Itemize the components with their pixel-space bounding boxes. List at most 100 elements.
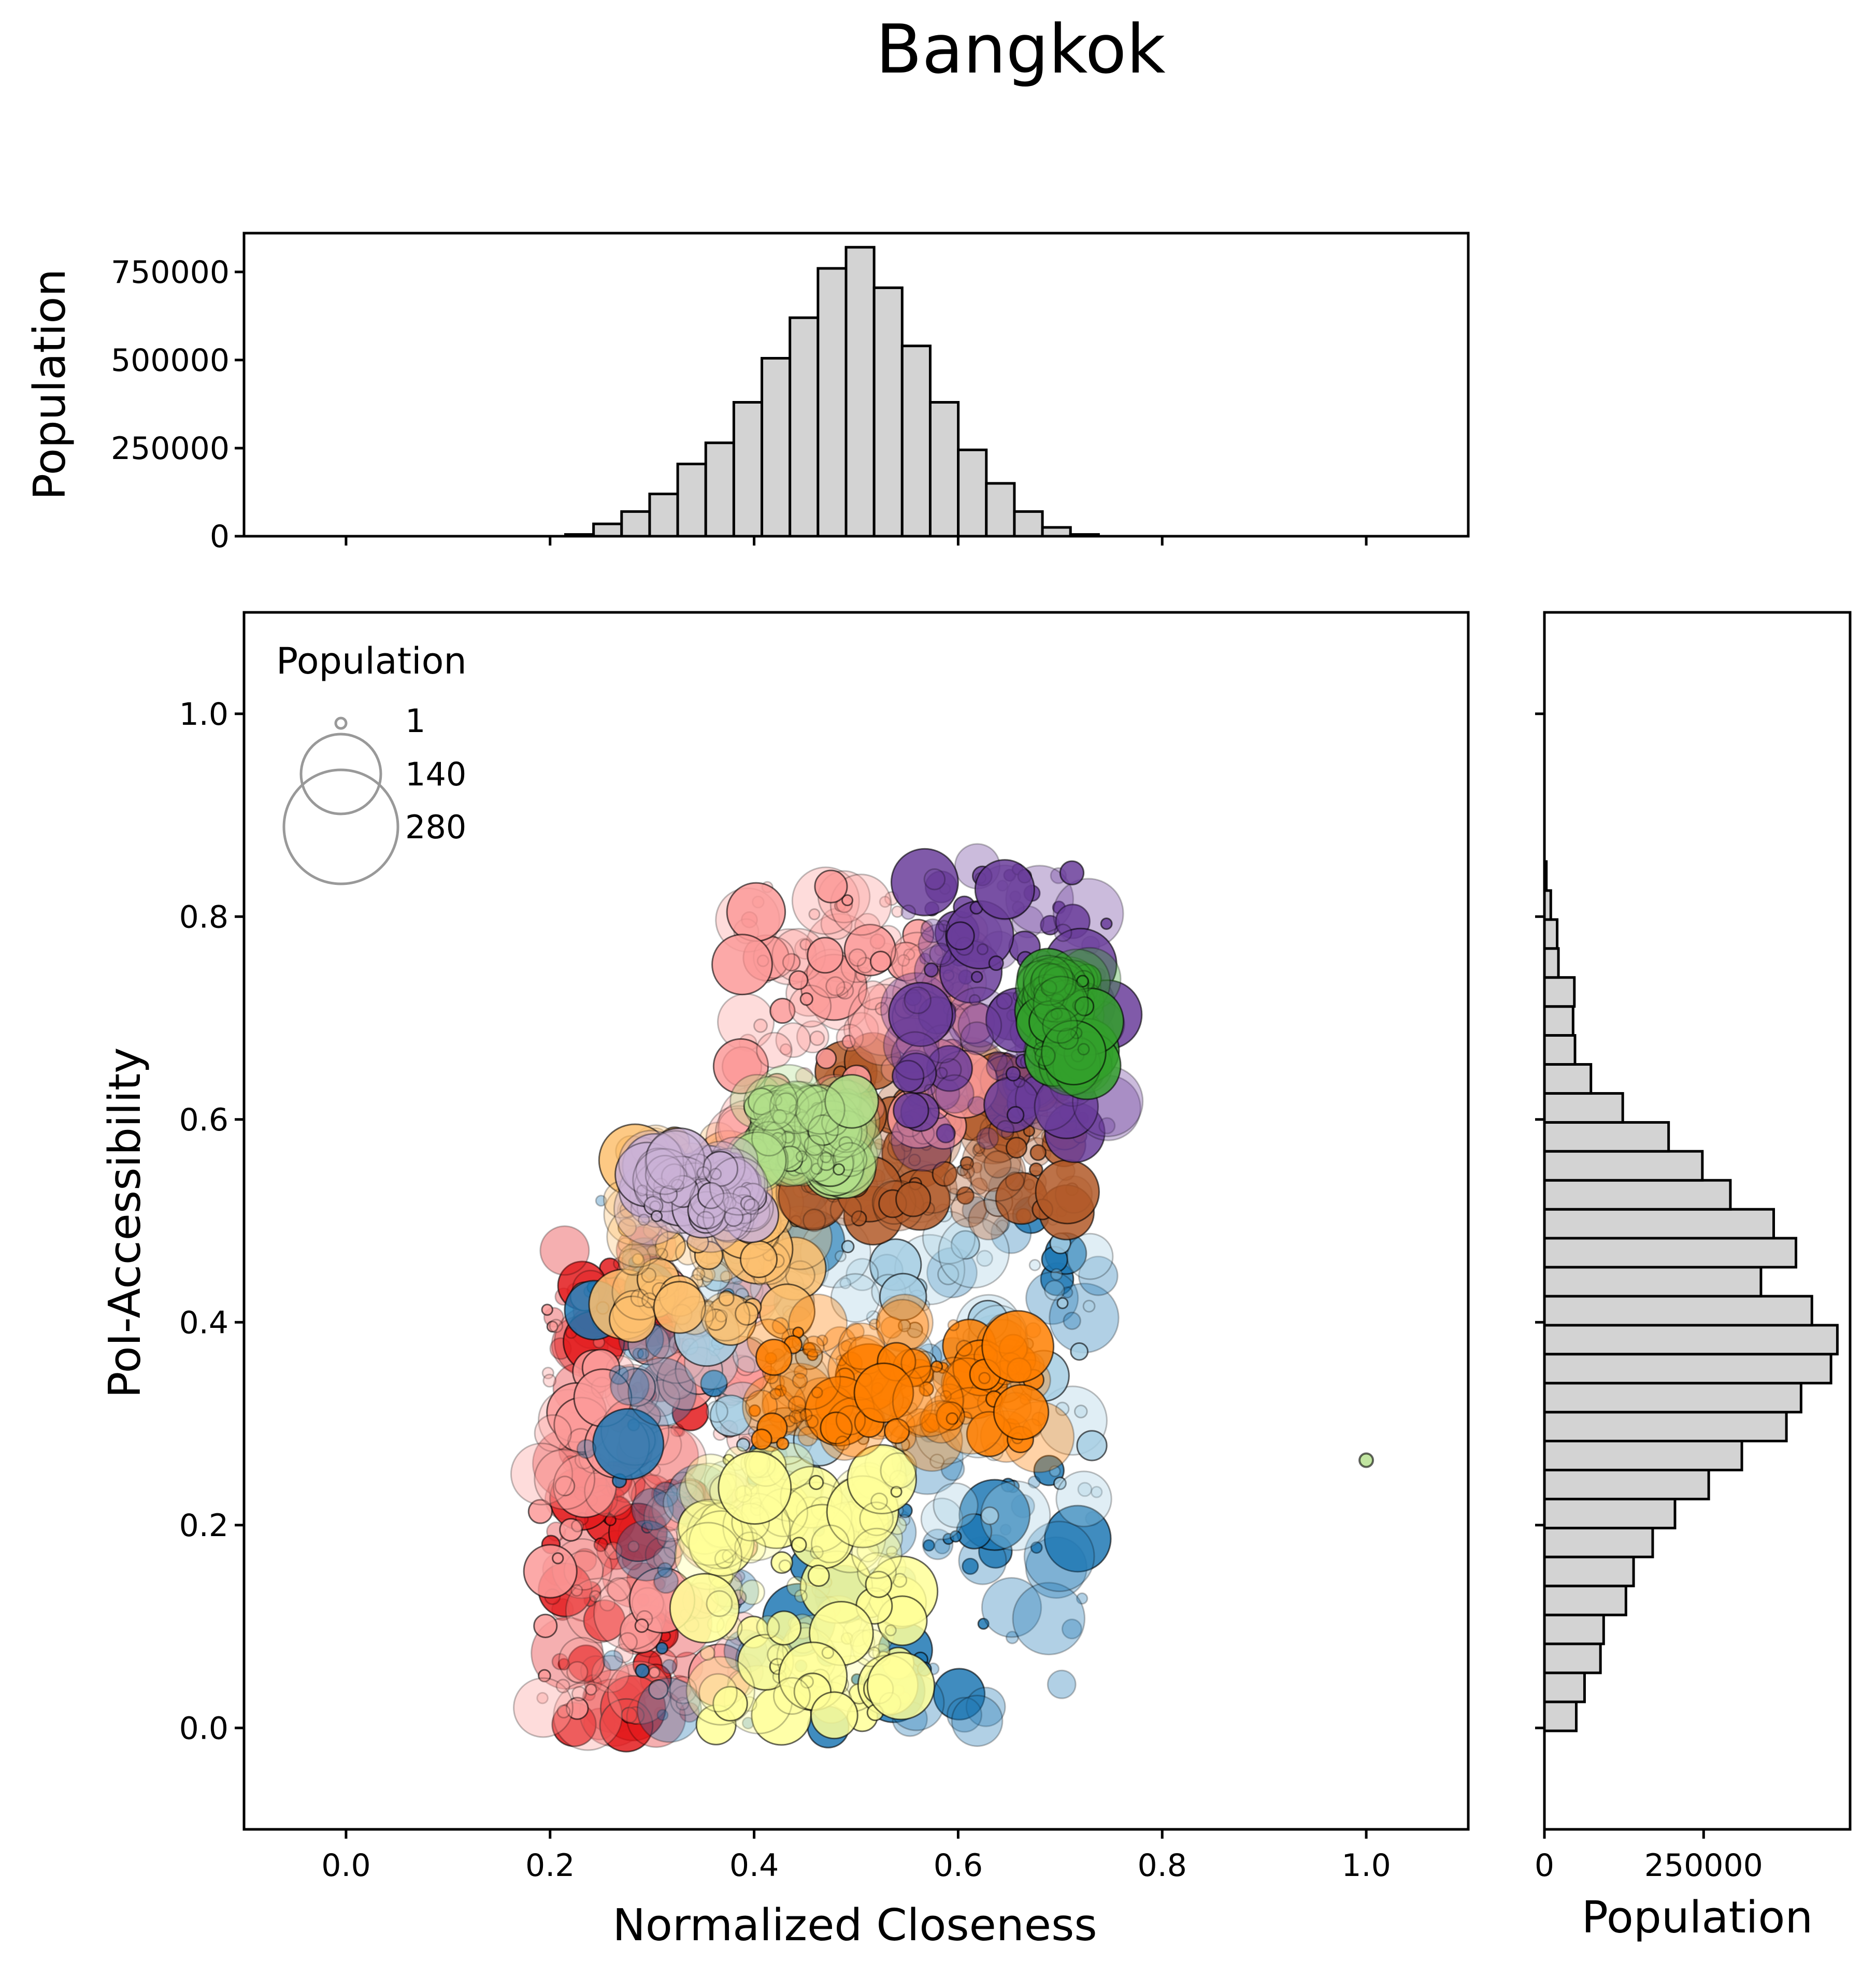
scatter-point [981, 1310, 1055, 1383]
scatter-point [609, 1365, 629, 1385]
top-histogram-bar [676, 463, 707, 538]
scatter-point [769, 997, 796, 1024]
scatter-point [510, 1442, 574, 1506]
scatter-point [859, 1501, 894, 1537]
scatter-point [796, 1020, 829, 1054]
scatter-point [692, 1267, 706, 1281]
scatter-point [978, 1371, 991, 1384]
scatter-point [816, 1334, 828, 1346]
scatter-point [541, 1303, 553, 1316]
scatter-point [1050, 1268, 1063, 1281]
scatter-point [799, 1408, 813, 1422]
right-histogram-bar [1543, 1642, 1602, 1674]
scatter-point [655, 1230, 686, 1262]
legend-label-140: 140 [405, 755, 466, 793]
scatter-point [839, 1277, 852, 1290]
scatter-point [782, 953, 801, 972]
scatter-point [968, 994, 981, 1006]
scatter-point [715, 1381, 770, 1436]
scatter-point [648, 1679, 669, 1700]
top-histogram-bar [564, 533, 595, 538]
scatter-point [551, 1653, 569, 1670]
scatter-point [698, 1673, 738, 1713]
scatter-point [684, 1153, 712, 1181]
scatter-y-label: PoI-Accessibility [99, 1047, 151, 1398]
scatter-y-tick-label: 1.0 [179, 696, 228, 733]
scatter-point [536, 1692, 549, 1704]
scatter-point [805, 1414, 819, 1429]
top-histogram-bar [789, 316, 820, 538]
scatter-point [553, 1681, 623, 1751]
scatter-point [875, 1001, 889, 1016]
scatter-point [968, 1143, 1026, 1202]
right-histogram-bar [1543, 1150, 1704, 1182]
scatter-point [1012, 1582, 1086, 1656]
scatter-point [919, 952, 932, 965]
scatter-point [1047, 1669, 1077, 1699]
scatter-points [510, 843, 1374, 1753]
scatter-point [1054, 923, 1072, 942]
top-histogram-bar [761, 356, 792, 538]
scatter-point [618, 1248, 645, 1276]
scatter-point [932, 1161, 958, 1187]
right-histogram-bar [1543, 1353, 1832, 1385]
size-legend: Population 1 140 280 [276, 640, 467, 885]
scatter-point [1070, 1342, 1089, 1361]
scatter-point [983, 1150, 1012, 1179]
right-histogram-bar [1543, 1005, 1574, 1037]
right-histogram-bar [1543, 1584, 1627, 1616]
scatter-point [709, 1156, 769, 1216]
scatter-point [743, 1198, 760, 1215]
right-histogram-bar [1543, 1179, 1732, 1211]
scatter-point [937, 1263, 960, 1285]
scatter-point [631, 1487, 675, 1531]
scatter-point [557, 1658, 570, 1671]
scatter-point [739, 1240, 778, 1279]
scatter-point [1056, 1027, 1079, 1050]
scatter-point [1076, 1430, 1108, 1462]
scatter-point [1070, 1026, 1083, 1039]
scatter-point [617, 1217, 637, 1237]
scatter-x-label: Normalized Closeness [612, 1900, 1097, 1951]
legend-label-1: 1 [405, 702, 425, 740]
scatter-point [996, 1120, 1015, 1139]
scatter-point [817, 1152, 836, 1171]
top-histogram-y-ticks: 0 250000 500000 750000 [111, 254, 244, 555]
scatter-point [1041, 1020, 1107, 1086]
scatter-point [720, 1270, 733, 1283]
scatter-point [806, 1349, 819, 1362]
scatter-point [679, 1701, 700, 1723]
right-histogram-bar [1543, 1555, 1635, 1587]
scatter-point [940, 1456, 965, 1481]
scatter-point [1063, 1311, 1081, 1330]
top-histogram-bar [928, 401, 960, 538]
scatter-point [960, 1164, 976, 1180]
scatter-point [835, 1354, 848, 1367]
scatter-point [1056, 1297, 1069, 1309]
scatter-point [792, 1372, 808, 1389]
scatter-point [726, 882, 786, 942]
scatter-point [838, 1136, 853, 1151]
right-histogram-bar [1543, 1266, 1763, 1298]
scatter-point [960, 1156, 975, 1171]
scatter-point [645, 1154, 685, 1195]
scatter-point [772, 1677, 811, 1715]
scatter-point [735, 1355, 756, 1377]
scatter-point [656, 1526, 679, 1549]
scatter-point [919, 1400, 963, 1444]
scatter-point [830, 1136, 865, 1171]
top-histogram-bar [900, 345, 932, 538]
scatter-point [1040, 980, 1057, 997]
top-y-tick-label: 750000 [111, 254, 230, 291]
scatter-point [618, 1243, 651, 1277]
top-histogram-bar [872, 286, 904, 538]
right-histogram-bar [1543, 1324, 1839, 1356]
scatter-point [1059, 860, 1085, 886]
right-histogram-bar [1543, 1034, 1577, 1066]
scatter-point [1006, 1137, 1028, 1159]
scatter-point [661, 1659, 677, 1674]
scatter-point [751, 1121, 787, 1157]
scatter-point [808, 1474, 824, 1491]
scatter-point [736, 1438, 751, 1452]
scatter-point [810, 1524, 850, 1564]
